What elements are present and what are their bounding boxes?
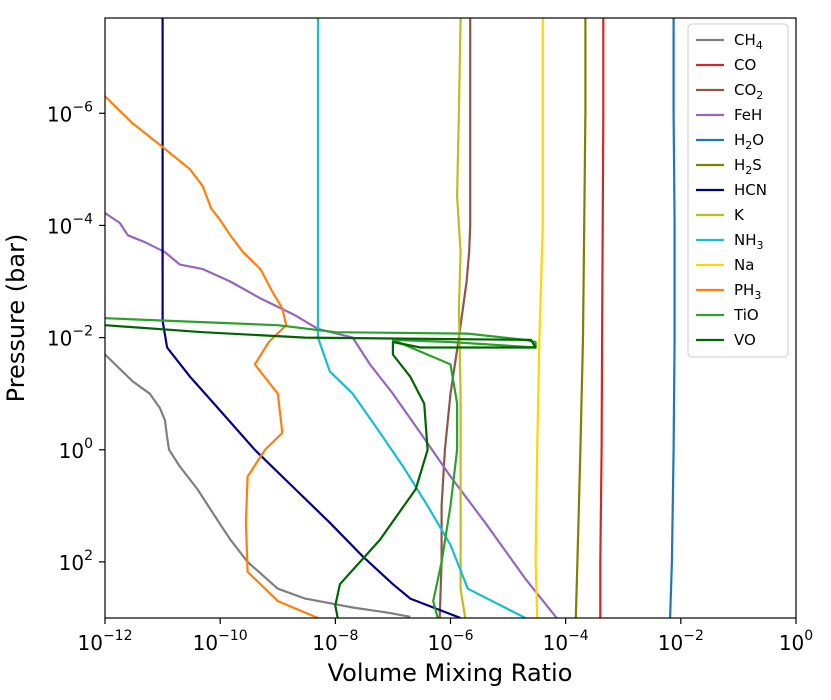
- series-line-hcn: [161, 18, 461, 618]
- legend-label: H2S: [734, 156, 762, 177]
- x-tick-label: 10−2: [658, 628, 704, 655]
- series-line-co: [599, 18, 605, 618]
- x-tick-label: 10−6: [427, 628, 473, 655]
- x-tick-label: 100: [779, 628, 813, 655]
- x-tick-label: 10−12: [78, 628, 133, 655]
- series-line-feh: [105, 212, 558, 618]
- legend-label: HCN: [734, 181, 767, 199]
- legend-item-co: CO: [696, 56, 756, 74]
- y-tick-label: 10−2: [47, 324, 93, 351]
- series-line-k: [456, 18, 467, 618]
- legend-item-nh3: NH3: [696, 231, 764, 252]
- legend-item-ph3: PH3: [696, 281, 761, 302]
- series-line-vo: [105, 324, 537, 618]
- legend-label: CH4: [734, 31, 763, 52]
- legend: CH4 CO CO2 FeH H2O H2S HCN K NH3 Na PH3 TiO VO: [687, 23, 789, 358]
- x-axis-label: Volume Mixing Ratio: [328, 659, 573, 687]
- series-group: [105, 18, 676, 618]
- y-axis-label: Pressure (bar): [2, 234, 30, 403]
- series-line-tio: [105, 317, 537, 618]
- legend-item-hcn: HCN: [696, 181, 767, 199]
- legend-item-h2o: H2O: [696, 131, 764, 152]
- legend-label: H2O: [734, 131, 764, 152]
- series-line-h2s: [574, 18, 587, 618]
- legend-label: TiO: [733, 306, 759, 324]
- y-tick-label: 102: [59, 548, 93, 575]
- series-line-h2o: [669, 18, 676, 618]
- series-line-ch4: [105, 353, 411, 618]
- x-tick-label: 10−4: [543, 628, 589, 655]
- legend-label: NH3: [734, 231, 764, 252]
- legend-item-na: Na: [696, 256, 754, 274]
- legend-label: PH3: [734, 281, 761, 302]
- legend-label: K: [734, 206, 745, 224]
- legend-item-vo: VO: [696, 331, 756, 349]
- y-axis: 10−6 10−4 10−2 100 102: [47, 99, 105, 575]
- legend-label: CO: [734, 56, 756, 74]
- y-tick-label: 10−6: [47, 99, 93, 126]
- series-line-ph3: [105, 95, 319, 618]
- y-tick-label: 10−4: [47, 211, 93, 238]
- series-line-na: [534, 18, 544, 618]
- legend-label: CO2: [734, 81, 763, 102]
- legend-label: FeH: [734, 106, 762, 124]
- legend-item-tio: TiO: [696, 306, 759, 324]
- x-tick-label: 10−8: [312, 628, 358, 655]
- y-tick-label: 100: [59, 436, 93, 463]
- series-line-nh3: [316, 18, 526, 618]
- legend-label: VO: [734, 331, 756, 349]
- x-axis: 10−12 10−10 10−8 10−6 10−4 10−2 100: [78, 618, 813, 655]
- x-tick-label: 10−10: [193, 628, 248, 655]
- legend-label: Na: [734, 256, 754, 274]
- legend-item-k: K: [696, 206, 745, 224]
- legend-item-feh: FeH: [696, 106, 762, 124]
- legend-item-co2: CO2: [696, 81, 763, 102]
- legend-item-h2s: H2S: [696, 156, 762, 177]
- legend-box: [687, 23, 789, 358]
- legend-item-ch4: CH4: [696, 31, 763, 52]
